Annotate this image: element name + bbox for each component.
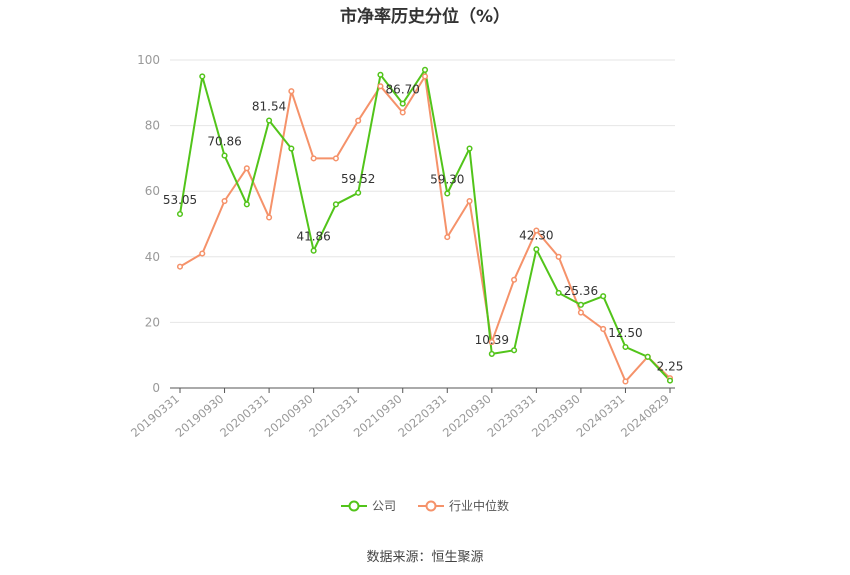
series-line-0: [179, 68, 671, 382]
data-point-1: [533, 227, 540, 234]
data-labels: 53.05 70.86 81.54 41.86 59.52 86.70 59.30 10.39…: [163, 83, 684, 374]
data-point-1: [622, 378, 629, 385]
x-tick-label: 20210930: [351, 392, 405, 440]
data-point-0: [266, 117, 273, 124]
data-point-0: [622, 343, 629, 351]
data-point-0: [377, 71, 384, 78]
x-tick-label: 20210331: [306, 392, 360, 440]
data-point-0: [555, 289, 562, 296]
data-point-0: [421, 66, 429, 73]
data-label: 41.86: [296, 230, 330, 244]
data-point-0: [511, 347, 518, 354]
data-point-1: [332, 155, 339, 162]
data-point-1: [444, 234, 451, 241]
data-label: 81.54: [252, 100, 286, 114]
x-tick-label: 20220930: [440, 392, 494, 440]
data-point-1: [243, 165, 250, 172]
data-point-1: [176, 263, 184, 270]
x-tick-label: 20240829: [618, 392, 672, 440]
y-tick-label: 60: [145, 184, 160, 198]
data-point-0: [243, 201, 250, 208]
data-label: 10.39: [475, 333, 509, 347]
series-line-1: [179, 75, 671, 383]
x-tick-label: 20200331: [217, 392, 271, 440]
data-point-1: [355, 117, 362, 124]
data-label: 12.50: [608, 326, 642, 340]
data-point-0: [577, 301, 584, 308]
data-point-0: [199, 73, 206, 80]
x-tick-label: 20240331: [574, 392, 628, 440]
data-point-1: [377, 83, 384, 90]
data-point-1: [310, 155, 317, 162]
data-point-0: [600, 293, 607, 300]
data-point-0: [221, 152, 228, 159]
legend-marker-company: [340, 500, 367, 511]
x-tick-label: 20230331: [484, 392, 538, 440]
data-point-0: [288, 145, 295, 152]
data-point-1: [555, 253, 562, 260]
data-label: 59.30: [430, 172, 464, 186]
data-point-1: [466, 197, 473, 205]
data-point-0: [666, 377, 674, 384]
legend-label-company: 公司: [371, 499, 396, 513]
legend-item-company[interactable]: 公司: [340, 497, 396, 514]
data-point-1: [199, 250, 206, 257]
data-point-0: [176, 210, 184, 218]
y-tick-label: 100: [137, 53, 160, 67]
data-point-0: [310, 247, 317, 254]
legend-item-industry[interactable]: 行业中位数: [418, 497, 509, 514]
data-point-1: [421, 73, 429, 80]
y-tick-label: 40: [145, 250, 160, 264]
data-point-0: [399, 100, 406, 107]
x-tick-label: 20200930: [262, 392, 316, 440]
data-point-1: [288, 88, 295, 95]
data-point-1: [221, 197, 228, 205]
grid-lines: [170, 59, 675, 323]
y-tick-label: 20: [145, 315, 160, 329]
data-point-1: [511, 276, 518, 283]
data-point-1: [577, 309, 584, 316]
legend-marker-industry: [418, 500, 444, 511]
data-point-1: [399, 109, 406, 116]
x-tick-label: 20220331: [395, 392, 449, 440]
data-point-1: [600, 325, 607, 333]
data-label: 86.70: [386, 83, 420, 97]
y-tick-label: 0: [152, 381, 160, 395]
data-point-0: [488, 350, 495, 357]
data-label: 53.05: [163, 193, 197, 207]
series-lines: [179, 68, 671, 383]
data-label: 2.25: [657, 360, 684, 374]
x-tick-label: 20230930: [529, 392, 583, 440]
data-point-0: [355, 189, 362, 196]
data-label: 42.30: [519, 228, 553, 242]
y-tick-label: 80: [145, 119, 160, 133]
data-label: 59.52: [341, 172, 375, 186]
x-tick-label: 20190331: [128, 392, 182, 440]
data-point-1: [488, 339, 495, 346]
data-source: 数据来源：恒生聚源: [366, 550, 484, 565]
chart-title: 市净率历史分位（%）: [339, 7, 511, 27]
legend-label-industry: 行业中位数: [449, 499, 510, 513]
data-point-0: [332, 201, 339, 208]
legend: 公司 行业中位数: [0, 497, 850, 514]
series-points: [176, 66, 674, 385]
data-label: 70.86: [207, 135, 241, 149]
data-point-0: [444, 190, 451, 197]
data-point-0: [533, 246, 540, 253]
data-point-0: [644, 353, 651, 360]
x-tick-label: 20190930: [173, 392, 227, 440]
data-point-1: [266, 214, 273, 221]
data-point-0: [466, 145, 473, 152]
data-label: 25.36: [564, 284, 598, 298]
